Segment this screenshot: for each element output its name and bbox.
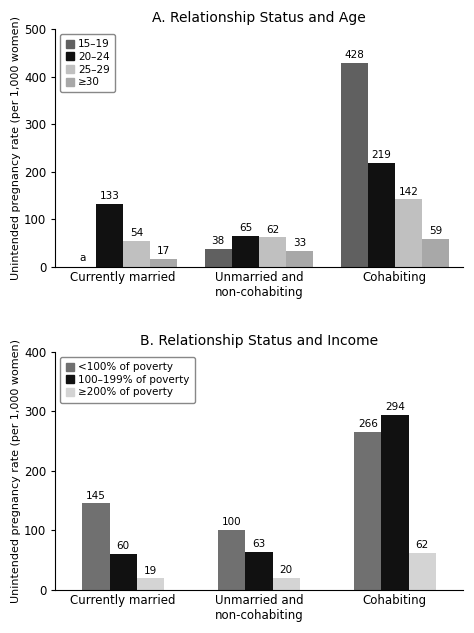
Bar [395,199,422,267]
Bar [246,552,273,590]
Bar [259,237,286,267]
Text: 63: 63 [252,539,265,549]
Text: 294: 294 [385,402,405,412]
Bar [137,579,164,590]
Legend: 15–19, 20–24, 25–29, ≥30: 15–19, 20–24, 25–29, ≥30 [60,34,115,92]
Text: 219: 219 [372,150,391,160]
Bar [368,163,395,267]
Bar [422,239,449,267]
Bar [218,530,246,590]
Text: 17: 17 [157,246,171,256]
Title: B. Relationship Status and Income: B. Relationship Status and Income [140,334,378,348]
Title: A. Relationship Status and Age: A. Relationship Status and Age [152,11,366,25]
Text: 60: 60 [117,541,130,551]
Text: 20: 20 [280,565,293,575]
Bar [409,553,436,590]
Text: 133: 133 [100,191,119,201]
Bar [96,204,123,267]
Text: 62: 62 [416,540,429,550]
Bar [232,236,259,267]
Text: 19: 19 [144,565,157,575]
Bar [273,578,300,590]
Text: 266: 266 [358,418,378,429]
Bar [205,249,232,267]
Text: 428: 428 [344,51,364,61]
Text: 38: 38 [211,236,225,246]
Text: 142: 142 [399,187,419,197]
Bar [123,241,150,267]
Bar [82,503,109,590]
Bar [382,415,409,590]
Bar [286,251,313,267]
Bar [341,63,368,267]
Text: 59: 59 [429,226,442,236]
Text: 62: 62 [266,225,279,235]
Y-axis label: Unintended pregnancy rate (per 1,000 women): Unintended pregnancy rate (per 1,000 wom… [11,339,21,603]
Bar [109,554,137,590]
Legend: <100% of poverty, 100–199% of poverty, ≥200% of poverty: <100% of poverty, 100–199% of poverty, ≥… [60,357,195,403]
Text: 54: 54 [130,229,143,239]
Bar [354,432,382,590]
Y-axis label: Unintended pregnancy rate (per 1,000 women): Unintended pregnancy rate (per 1,000 wom… [11,16,21,280]
Text: a: a [79,253,85,263]
Text: 65: 65 [239,223,252,233]
Text: 145: 145 [86,491,106,501]
Text: 33: 33 [293,239,306,248]
Text: 100: 100 [222,517,242,527]
Bar [150,259,177,267]
